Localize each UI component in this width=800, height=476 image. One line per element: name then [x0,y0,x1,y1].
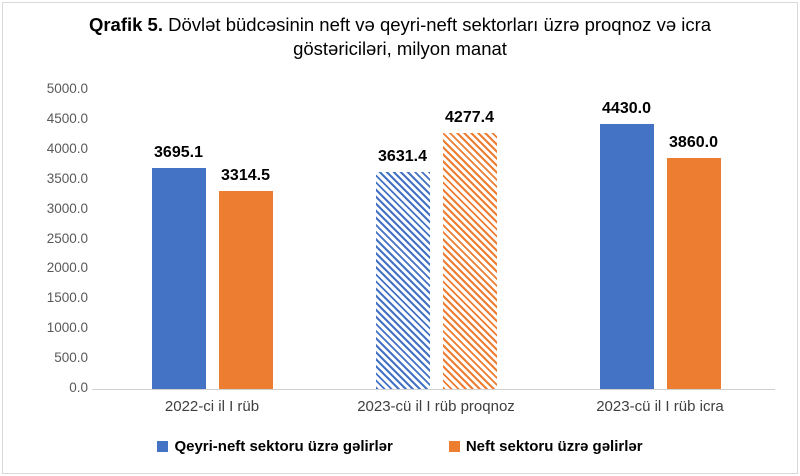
legend-label: Neft sektoru üzrə gəlirlər [465,438,643,455]
y-tick-label: 1500.0 [46,290,88,306]
y-tick-label: 0.0 [69,380,88,395]
bar-value-label: 4430.0 [602,100,651,118]
y-tick-label: 5000.0 [46,81,88,96]
y-tick-label: 2000.0 [46,260,88,276]
bar-value-label: 3314.5 [221,166,270,184]
legend-item-series1: Qeyri-neft sektoru üzrə gəlirlər [157,438,393,455]
chart-title-prefix: Qrafik 5. [88,14,163,35]
x-axis-label-group1: 2022-ci il I rüb [164,398,260,415]
y-tick-label: 3500.0 [46,170,88,186]
y-tick-label: 3000.0 [46,200,88,216]
bar-group: 4430.0 3860.0 [599,100,721,389]
plot-area: 3695.1 3314.5 3631.4 4277.4 4430.0 3860.0 [100,90,772,389]
y-tick-label: 4500.0 [46,110,88,126]
legend: Qeyri-neft sektoru üzrə gəlirlər Neft sek… [0,438,800,455]
legend-swatch-icon [157,441,169,452]
legend-item-series2: Neft sektoru üzrə gəlirlər [448,438,643,455]
bar-group: 3631.4 4277.4 [375,109,497,389]
bar-value-label: 3695.1 [154,144,203,162]
x-axis-label-group2: 2023-cü il I rüb proqnoz [357,398,515,415]
legend-swatch-icon [448,441,460,452]
y-tick-label: 2500.0 [46,230,88,246]
bar-series2-group3: 3860.0 [666,134,721,389]
bar-value-label: 3860.0 [669,134,718,152]
bar-value-label: 3631.4 [378,147,427,165]
x-axis-line [92,389,775,390]
x-axis-labels: 2022-ci il I rüb 2023-cü il I rüb proqnoz… [100,398,772,415]
bar-series1-group3: 4430.0 [599,100,654,389]
chart-title-rest: Dövlət büdcəsinin neft və qeyri-neft sek… [162,14,712,60]
bar-group: 3695.1 3314.5 [151,144,273,389]
x-axis-label-group3: 2023-cü il I rüb icra [596,398,724,415]
y-tick-label: 4000.0 [46,140,88,156]
bar-series2-group2: 4277.4 [442,109,497,389]
y-tick-label: 1000.0 [46,320,88,336]
bar-series1-group2: 3631.4 [375,148,430,389]
chart-title: Qrafik 5. Dövlət büdcəsinin neft və qeyr… [40,13,760,62]
bar-series2-group1: 3314.5 [218,167,273,389]
bar-series1-group1: 3695.1 [151,144,206,389]
legend-label: Qeyri-neft sektoru üzrə gəlirlər [174,438,393,455]
bar-value-label: 4277.4 [445,109,494,127]
y-tick-label: 500.0 [54,350,88,366]
